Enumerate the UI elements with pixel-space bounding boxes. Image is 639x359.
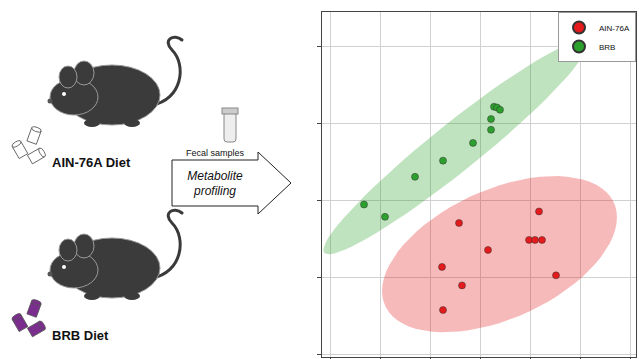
svg-text:BRB: BRB [599,43,615,52]
svg-text:AIN-76A Diet: AIN-76A Diet [52,155,131,170]
svg-text:Fecal samples: Fecal samples [186,148,245,158]
svg-text:profiling: profiling [193,184,236,198]
svg-text:Metabolite: Metabolite [187,169,243,183]
svg-text:BRB Diet: BRB Diet [52,328,109,343]
svg-text:AIN-76A: AIN-76A [599,24,630,33]
